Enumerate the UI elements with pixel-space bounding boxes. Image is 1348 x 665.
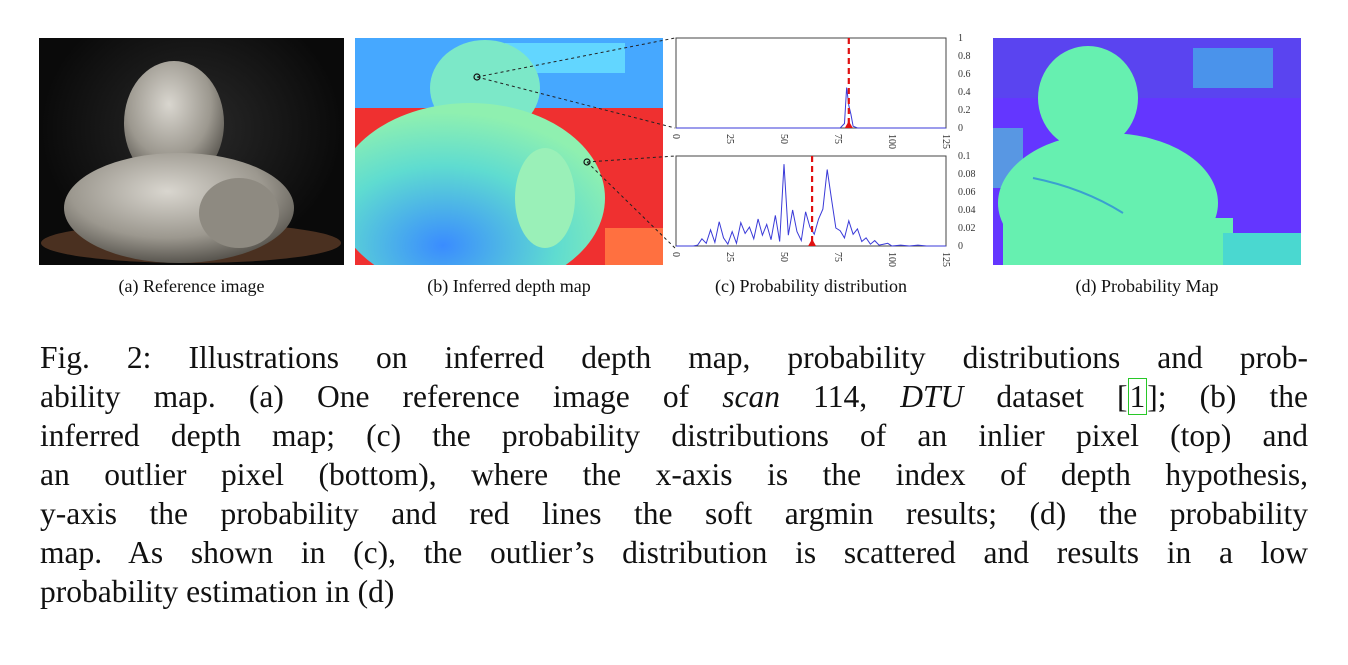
caption-line-5: y-axis the probability and red lines the… [40, 496, 1308, 531]
scan-term: scan [722, 379, 781, 414]
caption-line-2-part-2: 114, [780, 379, 901, 414]
caption-line-3: inferred depth map; (c) the probability … [40, 418, 1308, 453]
dtu-term: DTU [900, 379, 964, 414]
caption-d: (d) Probability Map [1075, 276, 1219, 296]
soft-argmin-marker [844, 121, 853, 128]
caption-line-2-part-1: ability map. (a) One reference image of [40, 379, 723, 414]
y-tick-label: 0.08 [958, 169, 976, 180]
buddha-statue-figure [41, 61, 341, 263]
probability-map-render [993, 38, 1301, 265]
x-tick-label: 25 [724, 134, 735, 144]
plot-frame [675, 37, 947, 129]
caption-line-1: Fig. 2: Illustrations on inferred depth … [40, 340, 1308, 375]
inferred-depth-map [355, 38, 663, 265]
y-tick-label: 0.06 [958, 187, 976, 198]
x-tick-label: 50 [778, 134, 789, 144]
y-tick-label: 0.02 [958, 223, 976, 234]
y-tick-label: 0.1 [958, 151, 971, 162]
x-tick-label: 0 [670, 134, 681, 139]
caption-line-2-part-3: dataset [963, 379, 1117, 414]
y-tick-label: 0.04 [958, 205, 976, 216]
citation-link[interactable]: 1 [1127, 378, 1148, 415]
y-tick-label: 0 [958, 241, 963, 252]
x-tick-label: 0 [670, 252, 681, 257]
leader-lines [476, 37, 676, 249]
probability-series-line [676, 87, 946, 129]
inlier-probability-chart: 0 0.2 0.4 0.6 0.8 1 0 25 50 75 100 125 [670, 33, 971, 153]
y-tick-label: 1 [958, 33, 963, 44]
x-tick-label: 100 [886, 252, 897, 267]
outlier-chart-svg: 0 0.02 0.04 0.06 0.08 0.1 0 25 50 75 100 125 [670, 151, 976, 267]
x-tick-label: 125 [940, 134, 951, 149]
probability-series-line [676, 164, 946, 247]
x-tick-label: 100 [886, 134, 897, 149]
y-tick-label: 0.2 [958, 105, 971, 116]
caption-line-7: probability estimation in (d) [40, 574, 395, 609]
caption-a: (a) Reference image [118, 276, 265, 296]
probability-map [993, 38, 1301, 265]
caption-line-4: an outlier pixel (bottom), where the x-a… [40, 457, 1308, 492]
x-tick-label: 125 [940, 252, 951, 267]
caption-c: (c) Probability distribution [715, 276, 907, 296]
caption-b: (b) Inferred depth map [427, 276, 591, 296]
caption-line-2-part-4: ; (b) the [1157, 379, 1308, 414]
caption-line-2: ability map. (a) One reference image of … [40, 378, 1308, 415]
x-tick-label: 75 [832, 134, 843, 144]
y-tick-label: 0.8 [958, 51, 971, 62]
soft-argmin-marker [808, 239, 817, 246]
x-tick-label: 25 [724, 252, 735, 262]
depth-map-render [355, 38, 663, 265]
y-tick-label: 0.4 [958, 87, 971, 98]
figure-caption-text: Fig. 2: Illustrations on inferred depth … [40, 338, 1308, 611]
x-tick-label: 50 [778, 252, 789, 262]
x-tick-label: 75 [832, 252, 843, 262]
y-tick-label: 0 [958, 123, 963, 134]
reference-image [39, 38, 344, 265]
caption-line-6: map. As shown in (c), the outlier’s dist… [40, 535, 1308, 570]
outlier-probability-chart: 0 0.02 0.04 0.06 0.08 0.1 0 25 50 75 100 125 [670, 151, 976, 271]
inlier-chart-svg: 0 0.2 0.4 0.6 0.8 1 0 25 50 75 100 125 [670, 33, 971, 149]
y-tick-label: 0.6 [958, 69, 971, 80]
